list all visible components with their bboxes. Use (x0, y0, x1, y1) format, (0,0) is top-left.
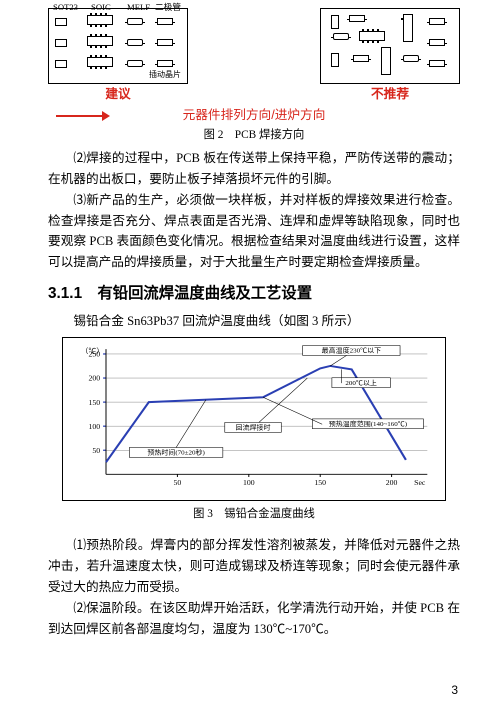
label-diode: 二极管 (155, 0, 181, 15)
para-3: ⑶新产品的生产，必须做一块样板，并对样板的焊接效果进行检查。检查焊接是否充分、焊… (48, 190, 460, 274)
left-bottom-note: 插动晶片 (149, 68, 181, 82)
left-caption: 建议 (48, 84, 188, 106)
pcb-right (320, 8, 460, 84)
svg-text:150: 150 (88, 398, 100, 407)
fig3-title: 图 3 锡铅合金温度曲线 (48, 505, 460, 524)
svg-text:100: 100 (243, 478, 255, 487)
svg-text:最高温度230℃以下: 最高温度230℃以下 (322, 346, 382, 355)
fig2-title: 图 2 PCB 焊接方向 (48, 126, 460, 145)
svg-text:50: 50 (92, 446, 100, 455)
section-heading: 3.1.1 有铅回流焊温度曲线及工艺设置 (48, 281, 460, 307)
section-title: 有铅回流焊温度曲线及工艺设置 (97, 285, 312, 302)
sub-line: 锡铅合金 Sn63Pb37 回流炉温度曲线（如图 3 所示） (48, 311, 460, 333)
page-number: 3 (451, 683, 458, 697)
svg-text:预热温度范围(140~160℃): 预热温度范围(140~160℃) (329, 419, 407, 428)
para-4: ⑴预热阶段。焊膏内的部分挥发性溶剂被蒸发，并降低对元器件之热冲击，若升温速度太快… (48, 535, 460, 598)
para-2: ⑵焊接的过程中，PCB 板在传送带上保持平稳，严防传送带的震动；在机器的出板口，… (48, 148, 460, 190)
section-num: 3.1.1 (48, 285, 82, 302)
svg-text:50: 50 (174, 478, 182, 487)
fig3-chart: 5010015020025050100150200（℃）Sec最高温度230℃以… (62, 337, 446, 501)
svg-text:100: 100 (88, 422, 100, 431)
arrow-label: 元器件排列方向/进炉方向 (183, 105, 326, 127)
svg-text:200: 200 (88, 374, 100, 383)
fig2-boards: SOT23 SOIC MELF 二极管 (48, 8, 460, 106)
svg-text:回流焊接时: 回流焊接时 (236, 423, 271, 432)
svg-text:预热时间(70±20秒): 预热时间(70±20秒) (147, 448, 205, 457)
svg-text:（℃）: （℃） (81, 347, 104, 356)
label-sot23: SOT23 (53, 0, 78, 15)
right-caption: 不推荐 (320, 84, 460, 106)
svg-text:200: 200 (386, 478, 398, 487)
para-5: ⑵保温阶段。在该区助焊开始活跃，化学清洗行动开始，并使 PCB 在到达回焊区前各… (48, 598, 460, 640)
svg-text:Sec: Sec (414, 478, 426, 487)
svg-text:200℃以上: 200℃以上 (345, 378, 377, 387)
svg-text:150: 150 (314, 478, 326, 487)
label-melf: MELF (127, 0, 150, 15)
pcb-left: SOT23 SOIC MELF 二极管 (48, 8, 188, 84)
direction-arrow: 元器件排列方向/进炉方向 (48, 108, 460, 124)
